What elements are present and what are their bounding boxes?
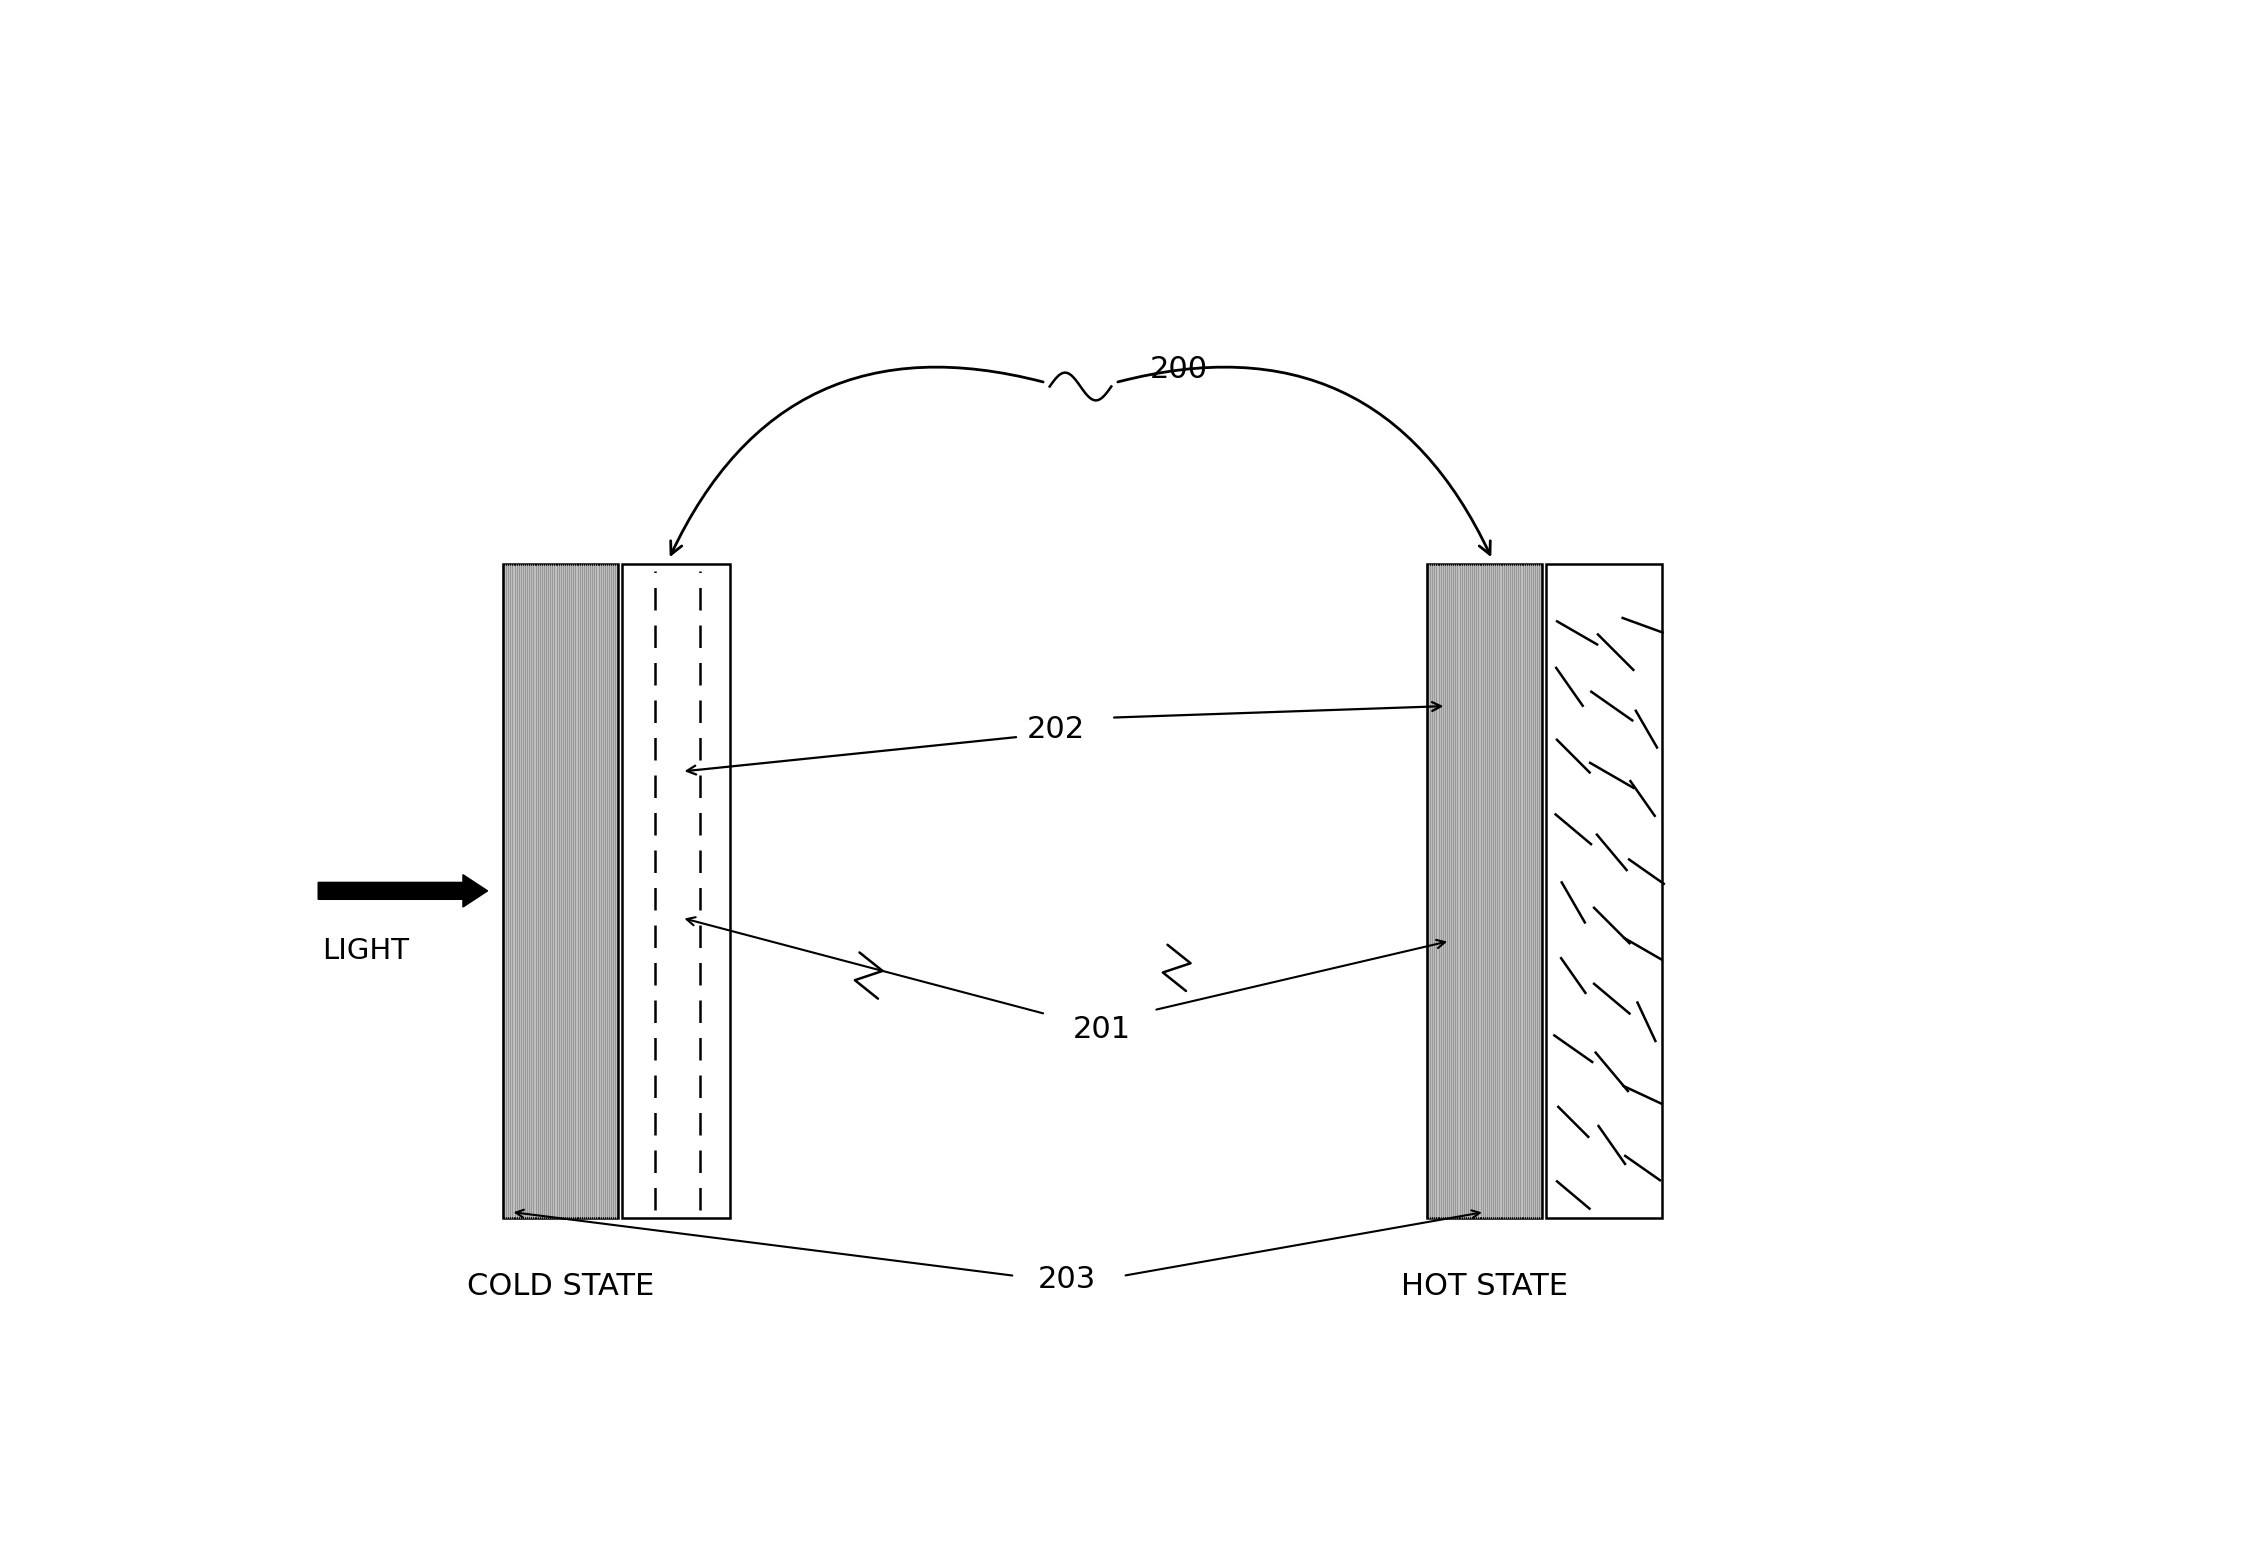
Bar (1427, 564, 1542, 1218)
Text: 203: 203 (1039, 1266, 1095, 1294)
Bar (1546, 564, 1661, 1218)
Text: 200: 200 (1150, 355, 1208, 384)
FancyArrow shape (318, 875, 487, 907)
Text: HOT STATE: HOT STATE (1402, 1272, 1569, 1302)
Text: 202: 202 (1026, 714, 1084, 744)
Text: 201: 201 (1073, 1015, 1132, 1045)
Text: LIGHT: LIGHT (322, 937, 408, 965)
Text: COLD STATE: COLD STATE (467, 1272, 654, 1302)
Bar (622, 564, 730, 1218)
Bar (503, 564, 618, 1218)
